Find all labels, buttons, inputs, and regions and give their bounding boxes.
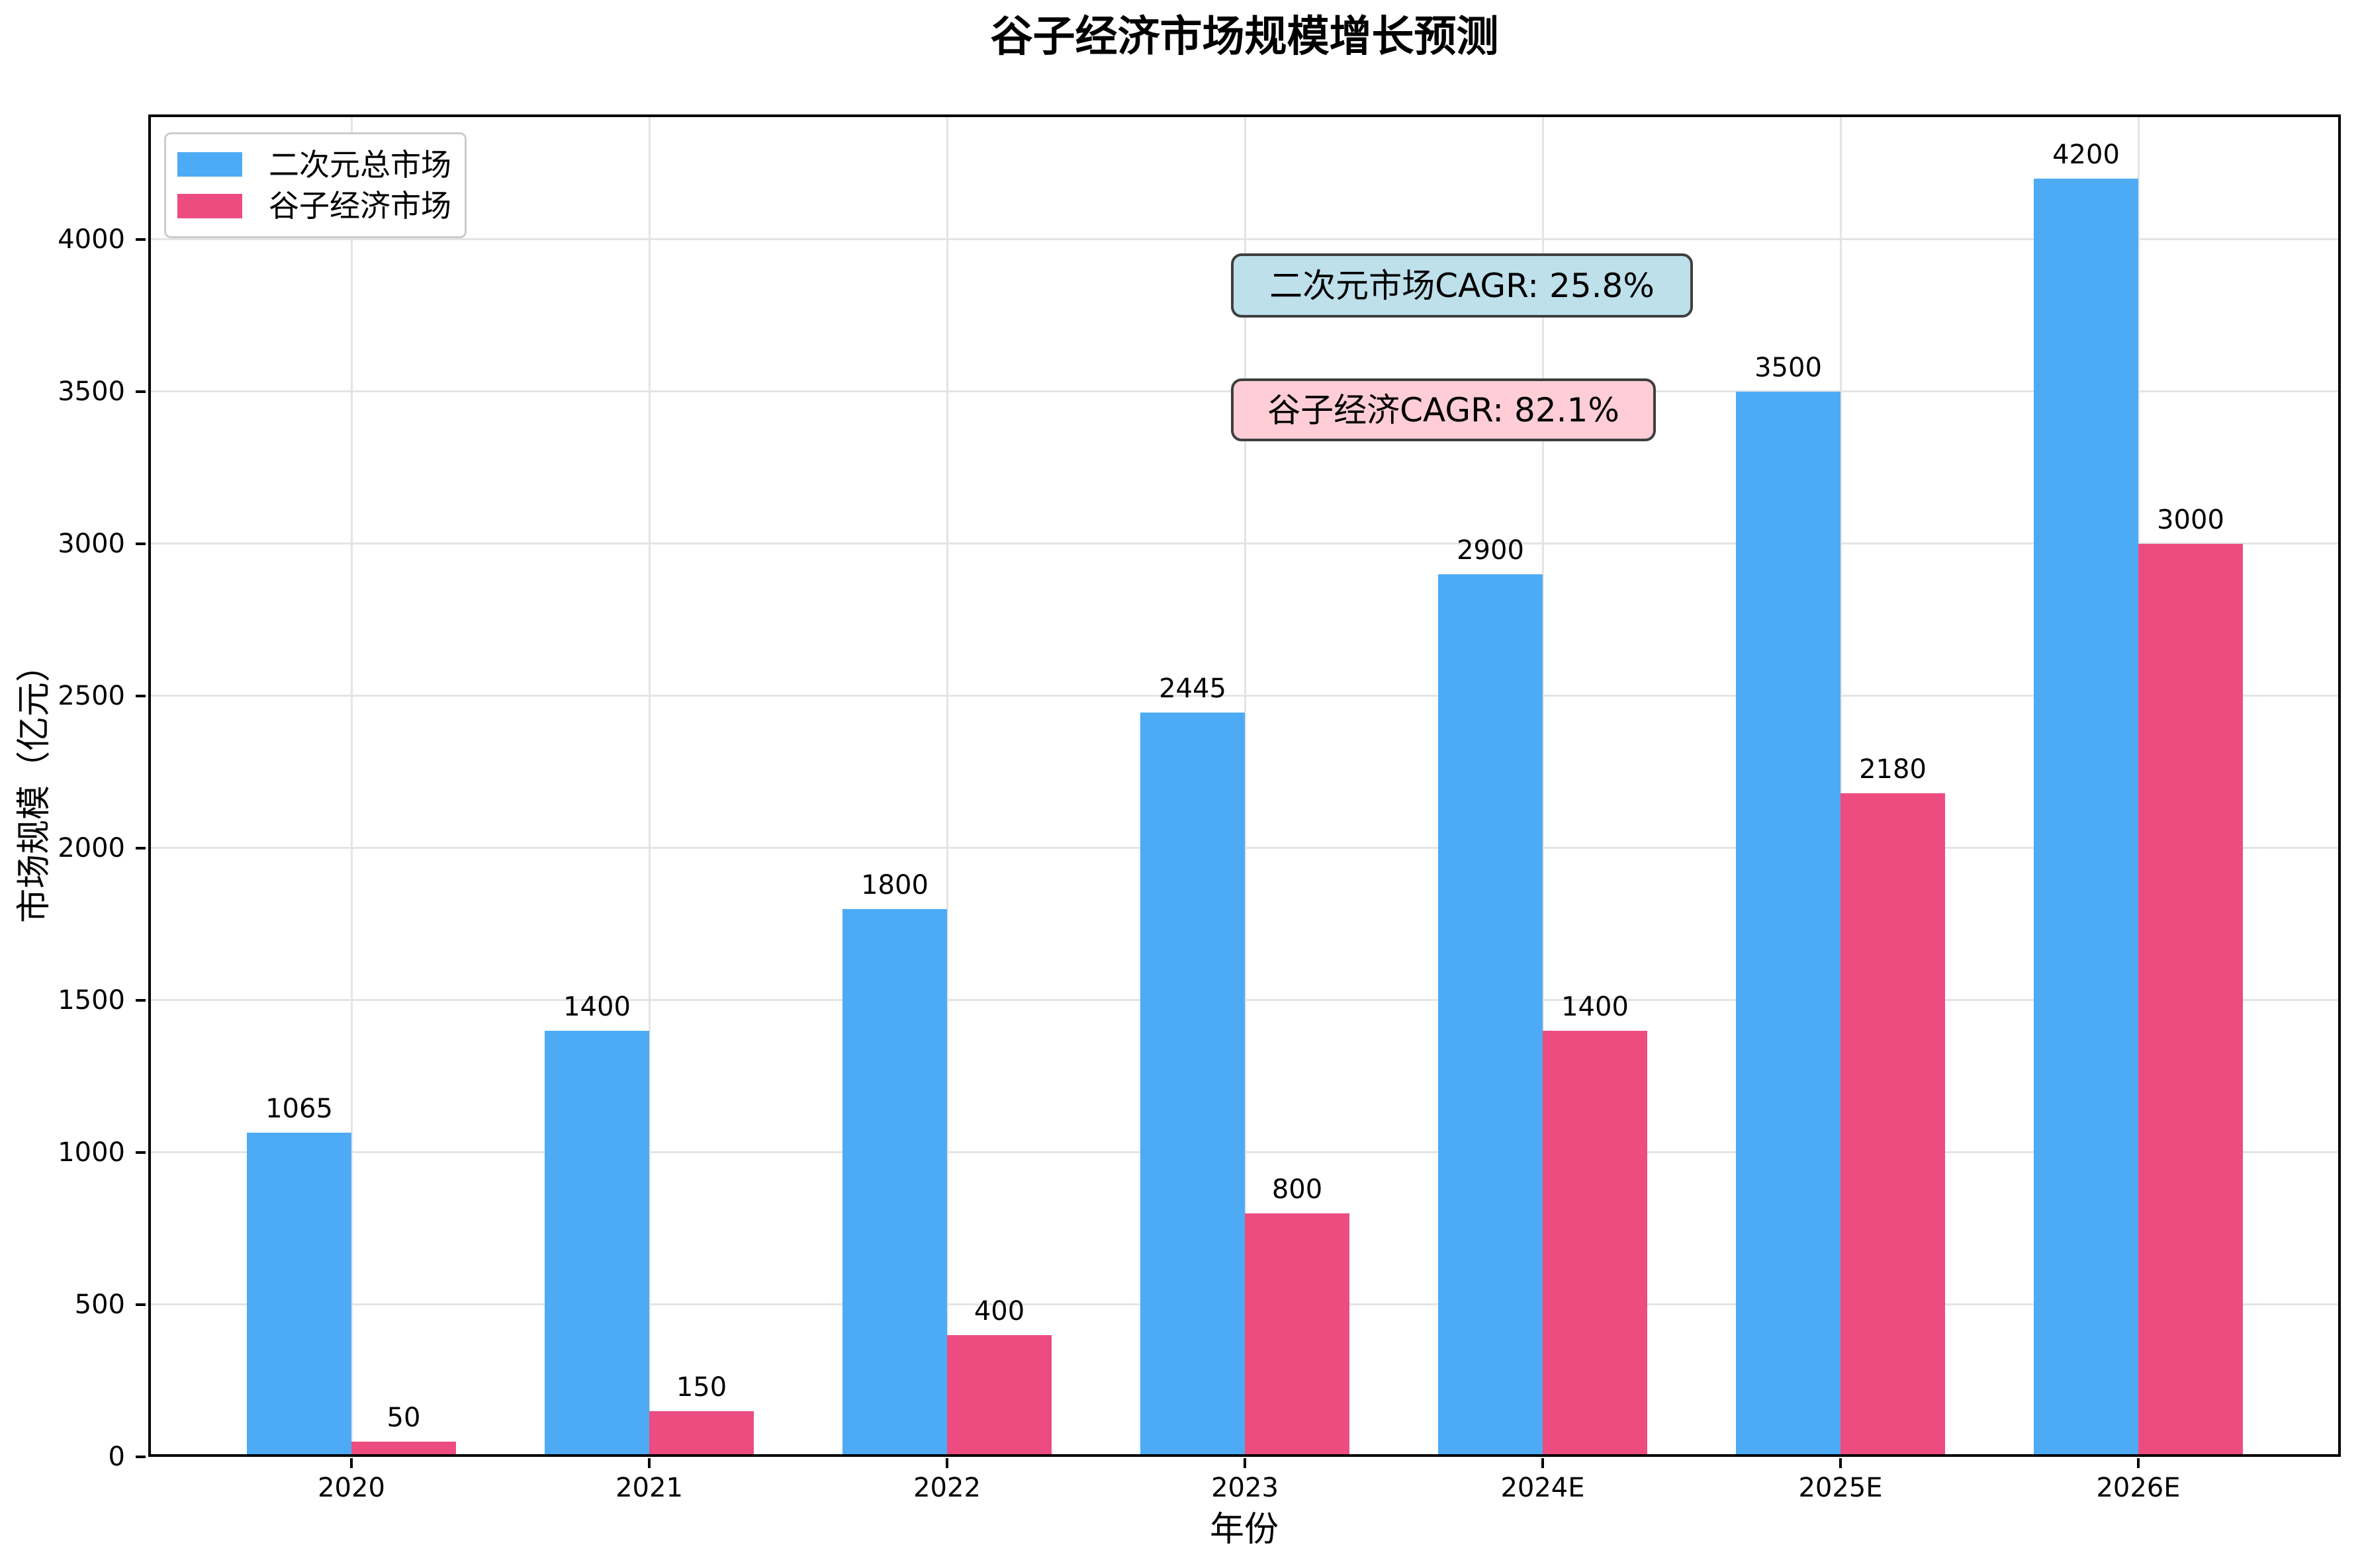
x-axis-tick — [648, 1458, 651, 1468]
bar-value-label: 3000 — [2157, 504, 2224, 535]
x-axis-tick — [2137, 1458, 2140, 1468]
x-axis-tick — [1244, 1458, 1246, 1468]
y-tick-label: 2000 — [58, 832, 125, 863]
chart-title: 谷子经济市场规模增长预测 — [990, 13, 1499, 62]
gridline-vertical — [1839, 114, 1842, 1457]
y-axis-tick — [136, 1456, 146, 1458]
x-axis-tick — [1541, 1458, 1544, 1468]
y-axis-tick — [136, 542, 146, 545]
annotation-anime-cagr: 二次元市场CAGR: 25.8% — [1231, 253, 1693, 318]
bar-anime-2021 — [545, 1030, 649, 1457]
y-tick-label: 1000 — [58, 1137, 125, 1168]
y-axis-tick — [136, 390, 146, 393]
y-tick-label: 4000 — [58, 224, 125, 255]
y-tick-label: 0 — [108, 1442, 125, 1472]
bar-value-label: 1065 — [265, 1094, 333, 1124]
bar-value-label: 1400 — [1561, 991, 1629, 1022]
bar-guzi-2022 — [947, 1334, 1052, 1457]
bar-anime-2025E — [1736, 391, 1840, 1457]
x-tick-label: 2025E — [1798, 1473, 1883, 1503]
gridline-vertical — [946, 114, 948, 1457]
gridline-vertical — [648, 114, 651, 1457]
bar-value-label: 1800 — [861, 869, 929, 900]
bar-guzi-2023 — [1245, 1213, 1349, 1457]
x-tick-label: 2024E — [1500, 1473, 1585, 1503]
y-tick-label: 1500 — [58, 984, 125, 1016]
y-tick-label: 500 — [74, 1289, 125, 1320]
x-axis-tick — [946, 1458, 948, 1468]
x-tick-label: 2026E — [2096, 1473, 2181, 1503]
legend-swatch-pink — [177, 193, 242, 218]
x-tick-label: 2022 — [913, 1473, 981, 1503]
y-axis-tick — [136, 1303, 146, 1306]
bar-value-label: 50 — [386, 1402, 421, 1433]
y-tick-label: 3000 — [58, 528, 125, 559]
x-tick-label: 2020 — [318, 1473, 385, 1503]
legend-label: 二次元总市场 — [269, 146, 451, 183]
legend-label: 谷子经济市场 — [269, 188, 451, 224]
x-tick-label: 2023 — [1211, 1473, 1279, 1503]
bar-guzi-2021 — [649, 1411, 754, 1457]
bar-value-label: 150 — [676, 1372, 727, 1403]
legend: 二次元总市场 谷子经济市场 — [164, 132, 467, 238]
y-tick-label: 3500 — [58, 376, 125, 407]
y-axis-tick — [136, 1151, 146, 1154]
bar-value-label: 800 — [1271, 1174, 1323, 1205]
bar-anime-2026E — [2034, 178, 2138, 1457]
bar-value-label: 4200 — [2052, 139, 2120, 170]
legend-item-guzi-market: 谷子经济市场 — [177, 191, 458, 221]
bar-guzi-2025E — [1840, 793, 1945, 1457]
y-axis-tick — [136, 998, 146, 1002]
bar-value-label: 2180 — [1859, 754, 1927, 785]
gridline-vertical — [1244, 114, 1246, 1457]
bar-guzi-2026E — [2138, 543, 2243, 1457]
bar-anime-2024E — [1438, 574, 1543, 1457]
annotation-guzi-cagr: 谷子经济CAGR: 82.1% — [1231, 378, 1656, 441]
x-axis-tick — [1839, 1458, 1842, 1468]
bar-value-label: 1400 — [563, 991, 631, 1022]
y-axis-title: 市场规模（亿元） — [15, 647, 54, 924]
bar-value-label: 2445 — [1159, 674, 1226, 705]
y-axis-tick — [136, 846, 146, 849]
legend-swatch-blue — [177, 152, 242, 177]
bar-anime-2020 — [247, 1133, 351, 1457]
x-axis-title: 年份 — [1209, 1510, 1279, 1549]
x-tick-label: 2021 — [615, 1473, 683, 1503]
gridline-vertical — [350, 114, 353, 1457]
bar-anime-2023 — [1140, 713, 1245, 1457]
plot-area: 二次元总市场 谷子经济市场 二次元市场CAGR: 25.8% 谷子经济CAGR:… — [58, 114, 2341, 1501]
x-axis-tick — [350, 1458, 353, 1468]
bar-value-label: 2900 — [1457, 535, 1524, 566]
y-axis-tick — [136, 238, 146, 241]
bar-value-label: 400 — [974, 1295, 1025, 1327]
bar-anime-2022 — [842, 908, 947, 1457]
gridline-vertical — [1541, 114, 1544, 1457]
bar-guzi-2024E — [1543, 1030, 1647, 1457]
bar-guzi-2020 — [351, 1442, 456, 1457]
legend-item-anime-market: 二次元总市场 — [177, 150, 458, 180]
bar-value-label: 3500 — [1754, 352, 1822, 383]
y-axis-tick — [136, 694, 146, 697]
y-tick-label: 2500 — [58, 680, 125, 711]
